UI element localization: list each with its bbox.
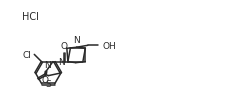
Text: O: O [41,75,48,84]
Text: HCl: HCl [22,12,39,22]
Text: S: S [46,80,51,88]
Text: N: N [43,60,50,69]
Text: N: N [58,58,65,67]
Text: O: O [61,41,67,50]
Text: N: N [73,36,80,45]
Text: OH: OH [102,41,116,50]
Text: Cl: Cl [23,50,31,59]
